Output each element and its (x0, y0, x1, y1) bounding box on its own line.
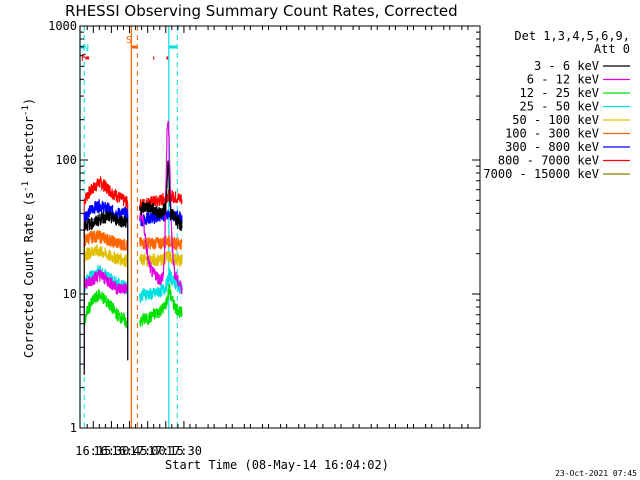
series-line-6-12-kev-b (139, 120, 183, 295)
chart-title: RHESSI Observing Summary Count Rates, Co… (65, 2, 458, 20)
series-line-50-100-kev-b (139, 250, 183, 267)
y-tick-label-0: 1 (70, 421, 77, 435)
legend-label-5: 100 - 300 keV (505, 127, 599, 141)
flag-label-S: S (126, 35, 132, 46)
legend-label-2: 12 - 25 keV (520, 86, 599, 100)
y-tick-label-3: 1000 (48, 19, 77, 33)
legend-header-2: Att 0 (594, 42, 630, 56)
series-line-3-6-kev-a (83, 210, 129, 232)
plot-frame (79, 25, 481, 429)
flag-label-F: F (81, 53, 87, 64)
series-line-100-300-kev-a (83, 230, 129, 251)
series-line-50-100-kev-a (83, 244, 129, 269)
y-axis: 1 10 100 1000 (48, 19, 480, 435)
y-axis-label: Corrected Count Rate (s-1 detector-1) (21, 98, 36, 358)
x-tick-label-0: 16:15 (75, 444, 111, 458)
series-line-800-7000-kev-a (83, 175, 129, 209)
series-line-12-25-kev-a (83, 289, 129, 329)
x-axis-label: Start Time (08-May-14 16:04:02) (165, 458, 389, 472)
legend-label-4: 50 - 100 keV (512, 113, 599, 127)
legend-label-0: 3 - 6 keV (534, 59, 599, 73)
series-line-12-25-kev-b (139, 283, 183, 327)
series-line-25-50-kev-b (139, 268, 183, 304)
x-tick-label-4: 17:15 (148, 444, 184, 458)
legend-label-3: 25 - 50 keV (520, 100, 599, 114)
legend-label-8: 7000 - 15000 keV (483, 167, 599, 181)
x-tick-label-2: 16:45 (111, 444, 147, 458)
plot-area: N S F (79, 26, 183, 428)
legend-label-6: 300 - 800 keV (505, 140, 599, 154)
legend-label-1: 6 - 12 keV (527, 73, 599, 87)
x-tick-label-1: 16:30 (93, 444, 129, 458)
y-tick-label-1: 10 (63, 287, 77, 301)
legend-label-7: 800 - 7000 keV (498, 154, 599, 168)
x-tick-label-3: 17:00 (130, 444, 166, 458)
footer-timestamp: 23-Oct-2021 07:45 (555, 469, 637, 478)
flag-label-N: N (83, 43, 89, 54)
series-line-6-12-kev-a (83, 269, 129, 295)
legend-header-1: Det 1,3,4,5,6,9, (514, 29, 630, 43)
y-tick-label-2: 100 (55, 153, 77, 167)
x-tick-label-5: 17:30 (166, 444, 202, 458)
series-line-3-6-kev-b (139, 160, 183, 232)
